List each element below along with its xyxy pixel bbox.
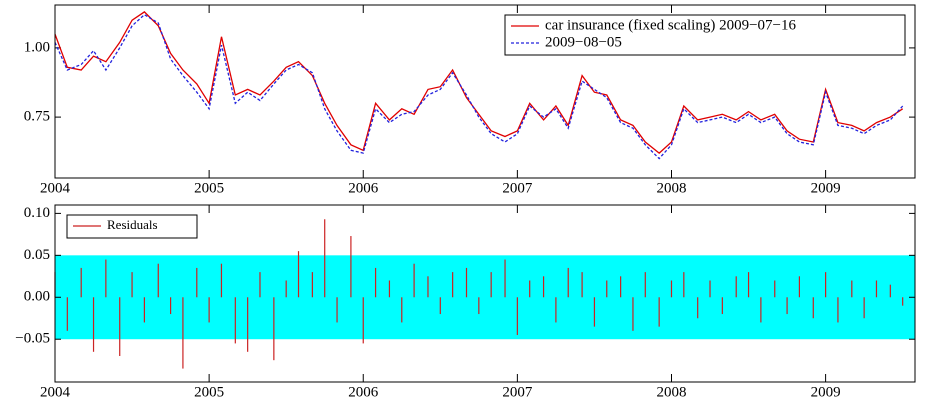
y-tick-label: −0.05 [15, 331, 50, 347]
line [54, 13, 904, 160]
x-tick-label: 2009 [811, 384, 841, 400]
frame [54, 204, 916, 383]
x-tick-label: 2007 [502, 384, 533, 400]
legend-label: Residuals [107, 217, 158, 232]
x-tick-label: 2006 [348, 180, 379, 196]
frame [54, 4, 916, 179]
x-tick-label: 2007 [502, 180, 533, 196]
y-tick-label: 0.75 [24, 109, 50, 125]
x-tick-label: 2004 [40, 384, 71, 400]
y-tick-label: 1.00 [24, 39, 50, 55]
band [55, 255, 915, 340]
y-tick-label: 0.00 [24, 289, 50, 305]
line [54, 11, 904, 154]
x-tick-label: 2008 [656, 384, 686, 400]
x-tick-label: 2004 [40, 180, 71, 196]
x-tick-label: 2005 [194, 180, 224, 196]
legend-label: car insurance (fixed scaling) 2009−07−16 [545, 17, 797, 33]
x-tick-label: 2006 [348, 384, 379, 400]
legend-box [66, 214, 198, 239]
legend-box [504, 14, 906, 56]
legend-label: 2009−08−05 [545, 34, 622, 50]
y-tick-label: 0.05 [24, 247, 50, 263]
x-tick-label: 2009 [811, 180, 841, 196]
x-tick-label: 2005 [194, 384, 224, 400]
y-tick-label: 0.10 [24, 205, 50, 221]
x-tick-label: 2008 [656, 180, 686, 196]
